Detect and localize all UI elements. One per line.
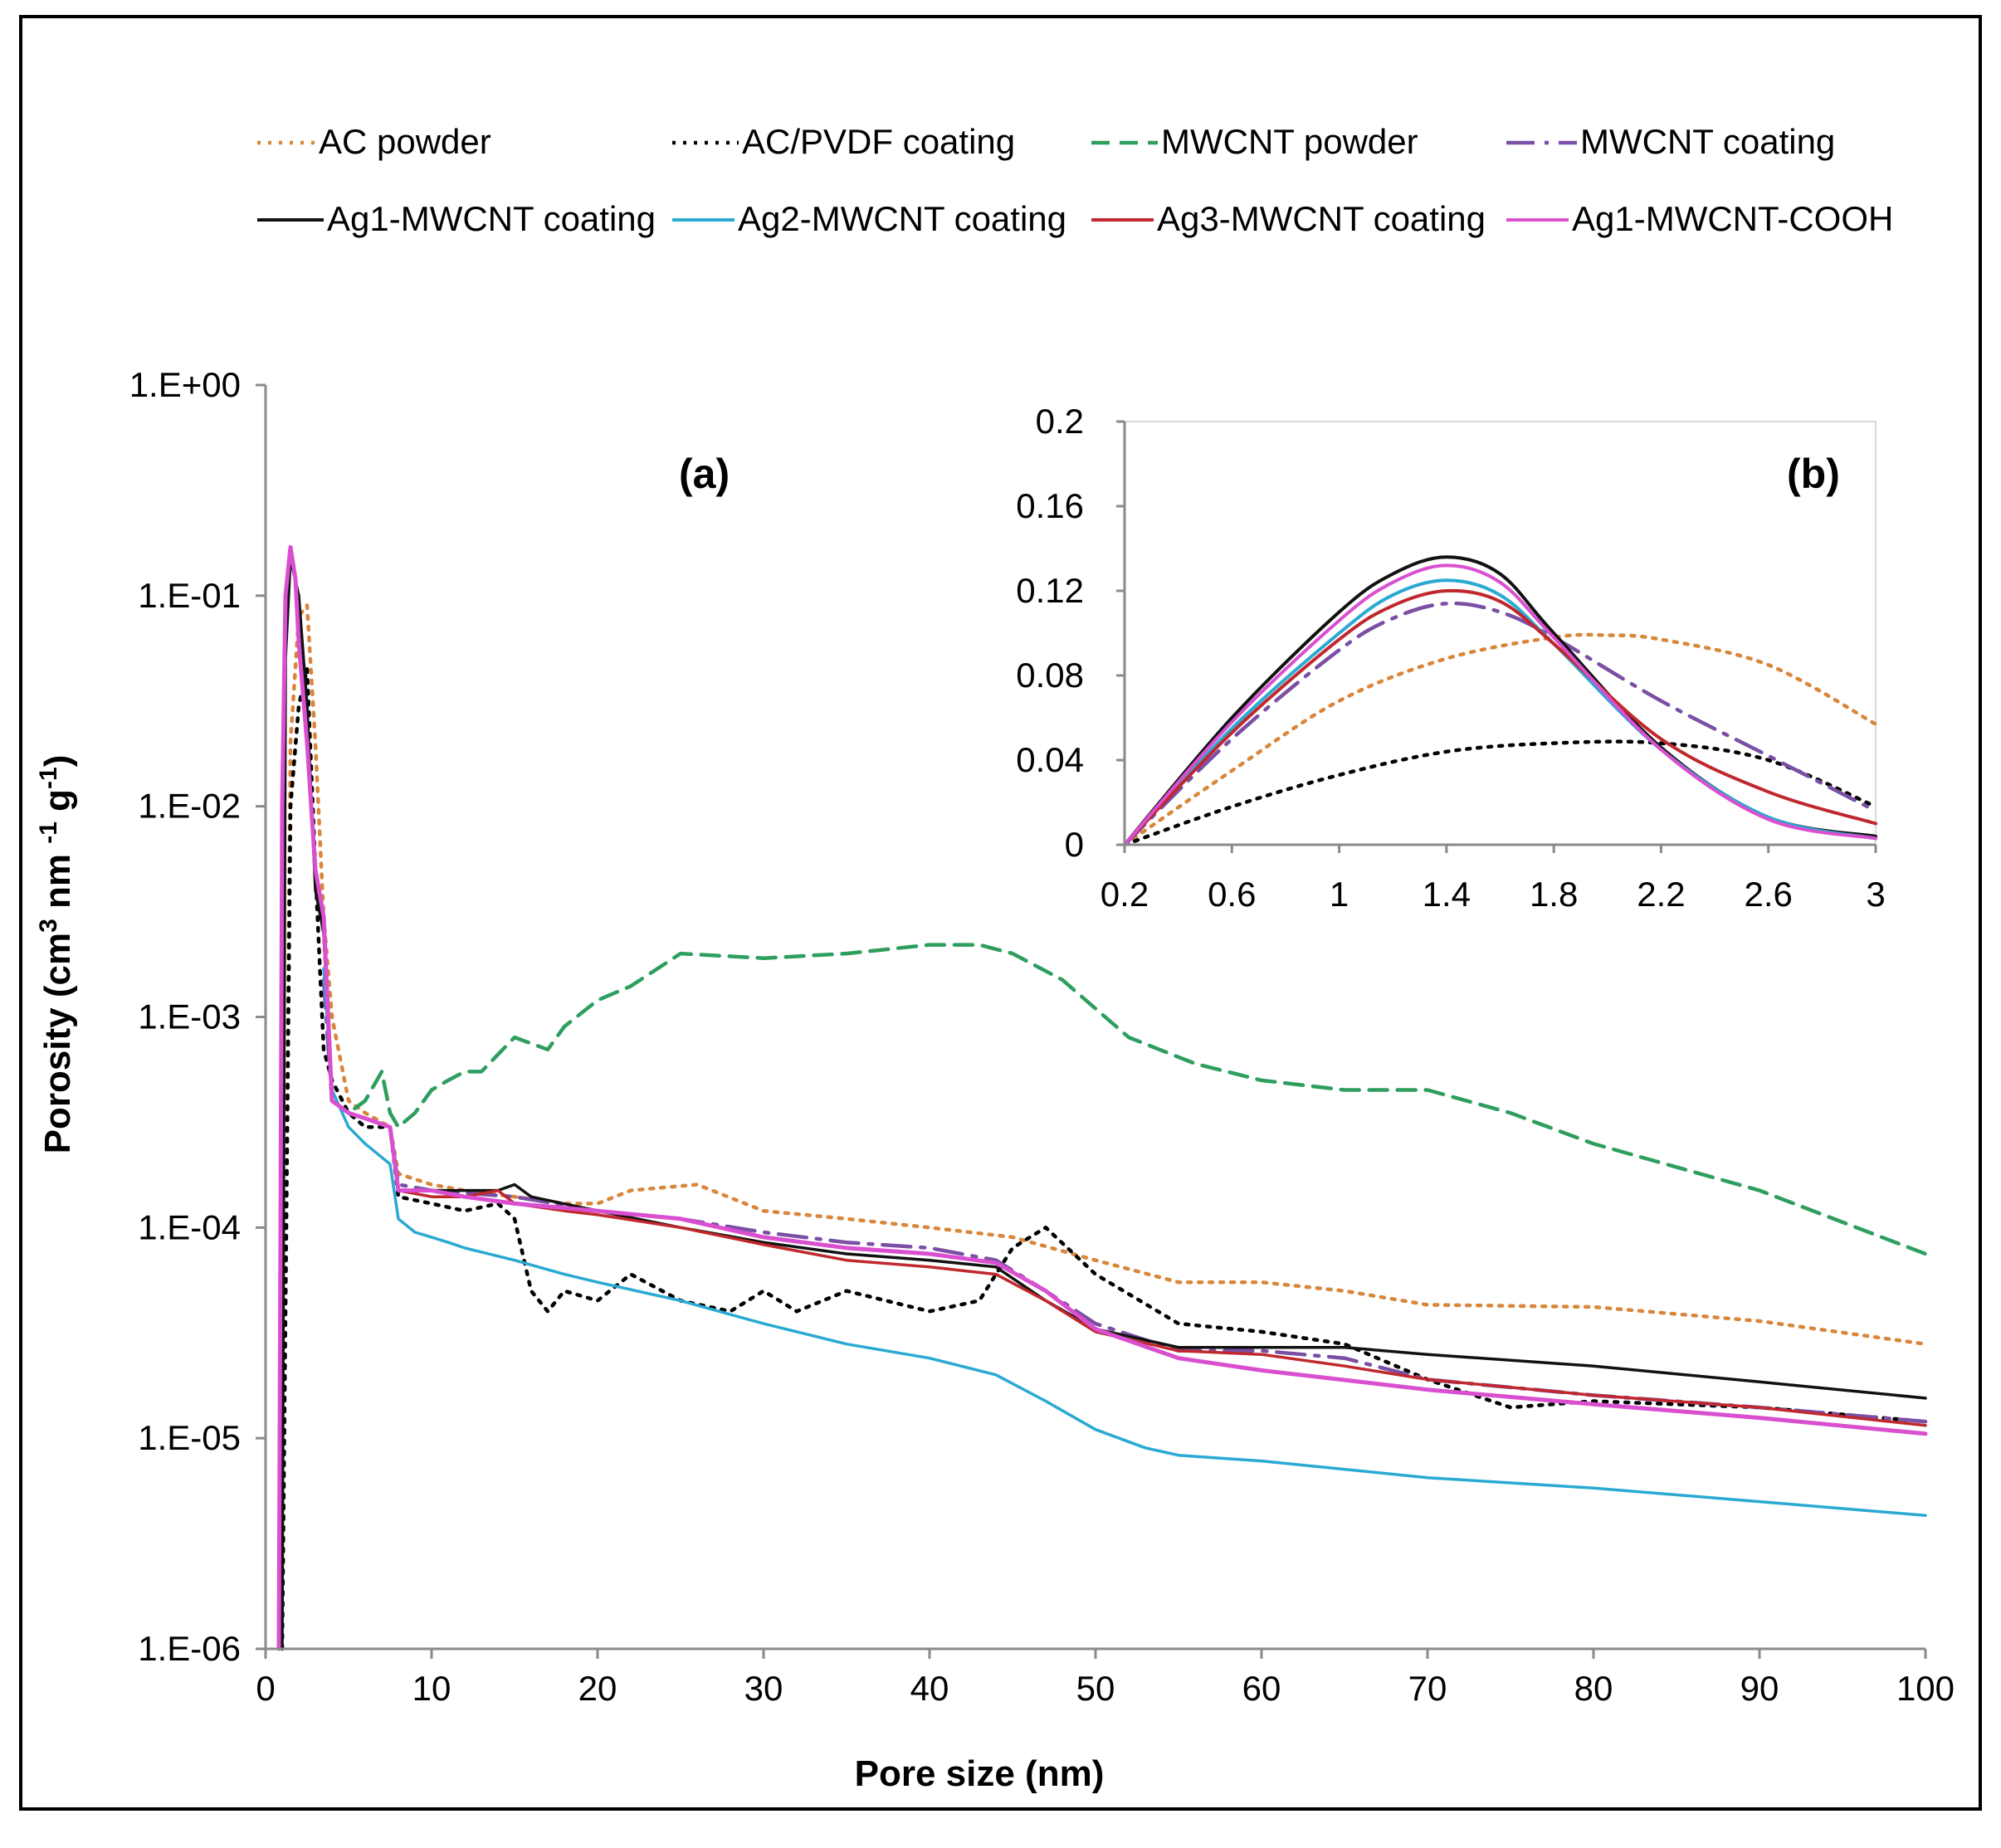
main-series-mwcnt-powder <box>329 943 1928 1256</box>
inset-panel-label: (b) <box>1787 451 1840 497</box>
inset-x-tick-label: 1.8 <box>1530 875 1578 914</box>
inset-series-ag1-mwcnt-cooh <box>1123 563 1877 846</box>
legend-label-ag1-mwcnt-coating: Ag1-MWCNT coating <box>327 199 656 238</box>
inset-series-ac-pvdf-coating <box>1122 739 1878 847</box>
inset-y-tick-label: 0.04 <box>1016 740 1084 779</box>
main-x-tick-label: 10 <box>412 1669 451 1708</box>
inset-background <box>1124 421 1877 846</box>
legend-label-ag1-mwcnt-cooh: Ag1-MWCNT-COOH <box>1572 199 1893 238</box>
inset-series-ac-powder <box>1122 632 1878 847</box>
main-x-tick-label: 50 <box>1076 1669 1115 1708</box>
legend: AC powder AC/PVDF coating MWCNT powder MWCN… <box>257 122 1893 238</box>
main-series-ac-pvdf-coating <box>280 666 1928 1651</box>
legend-label-ac-powder: AC powder <box>319 122 491 161</box>
y-axis-title: Porosity (cm3 nm -1 g-1) <box>35 755 79 1154</box>
main-x-tick-label: 80 <box>1574 1669 1613 1708</box>
main-x-tick-label: 70 <box>1408 1669 1447 1708</box>
main-y-tick-label: 1.E-01 <box>138 576 241 615</box>
legend-label-mwcnt-powder: MWCNT powder <box>1161 122 1418 161</box>
main-series-ag1-mwcnt-coating <box>281 557 1927 1651</box>
inset-ticks: 0.2 0.6 1 1.4 1.8 2.2 2.6 3 0 0.04 0.08 0.12 0.16 0.2 <box>1016 402 1885 914</box>
figure-border <box>19 15 1982 1811</box>
inset-x-tick-label: 1.4 <box>1423 875 1471 914</box>
legend-label-ag2-mwcnt-coating: Ag2-MWCNT coating <box>738 199 1066 238</box>
main-series-group <box>276 544 1928 1651</box>
inset-y-tick-label: 0.12 <box>1016 571 1084 610</box>
main-ticks: 0 10 20 30 40 50 60 70 80 90 1001.E-061.E-051.E-04… <box>129 365 1955 1708</box>
inset-series-ag3-mwcnt-coating <box>1123 588 1877 846</box>
main-y-tick-label: 1.E+00 <box>129 365 241 404</box>
inset-series-mwcnt-coating <box>1122 601 1878 847</box>
legend-label-mwcnt-coating: MWCNT coating <box>1580 122 1835 161</box>
main-panel-label: (a) <box>679 451 730 497</box>
main-x-tick-label: 40 <box>910 1669 949 1708</box>
inset-x-tick-label: 2.6 <box>1745 875 1793 914</box>
inset-x-tick-label: 3 <box>1866 875 1885 914</box>
main-x-tick-label: 100 <box>1896 1669 1955 1708</box>
main-x-tick-label: 60 <box>1242 1669 1281 1708</box>
inset-plot: 0.2 0.6 1 1.4 1.8 2.2 2.6 300.040.080.120.160.2… <box>1016 402 1885 914</box>
legend-label-ag3-mwcnt-coating: Ag3-MWCNT coating <box>1157 199 1486 238</box>
main-y-tick-label: 1.E-05 <box>138 1418 241 1457</box>
main-x-tick-label: 20 <box>578 1669 617 1708</box>
main-series-ag2-mwcnt-coating <box>322 967 1927 1517</box>
main-y-tick-label: 1.E-03 <box>138 997 241 1036</box>
inset-x-tick-label: 0.2 <box>1101 875 1149 914</box>
inset-y-tick-label: 0.16 <box>1016 486 1084 525</box>
legend-label-ac-pvdf-coating: AC/PVDF coating <box>742 122 1015 161</box>
inset-x-tick-label: 0.6 <box>1208 875 1256 914</box>
inset-x-tick-label: 2.2 <box>1637 875 1685 914</box>
inset-y-tick-label: 0 <box>1065 825 1084 864</box>
main-series-ag1-mwcnt-cooh <box>276 544 1928 1651</box>
inset-y-tick-label: 0.2 <box>1036 402 1084 441</box>
main-x-tick-label: 90 <box>1740 1669 1779 1708</box>
main-plot: 0 10 20 30 40 50 60 70 80 90 1001.E-061.E-051.E-04… <box>35 365 1955 1794</box>
inset-y-tick-label: 0.08 <box>1016 656 1084 695</box>
main-y-tick-label: 1.E-02 <box>138 787 241 826</box>
main-series-ac-powder <box>280 603 1928 1651</box>
inset-x-tick-label: 1 <box>1330 875 1349 914</box>
main-y-tick-label: 1.E-04 <box>138 1207 241 1246</box>
main-y-tick-label: 1.E-06 <box>138 1629 241 1668</box>
inset-series-group <box>1122 555 1878 847</box>
main-x-tick-label: 0 <box>256 1669 275 1708</box>
x-axis-title: Pore size (nm) <box>855 1753 1105 1794</box>
main-x-tick-label: 30 <box>744 1669 783 1708</box>
